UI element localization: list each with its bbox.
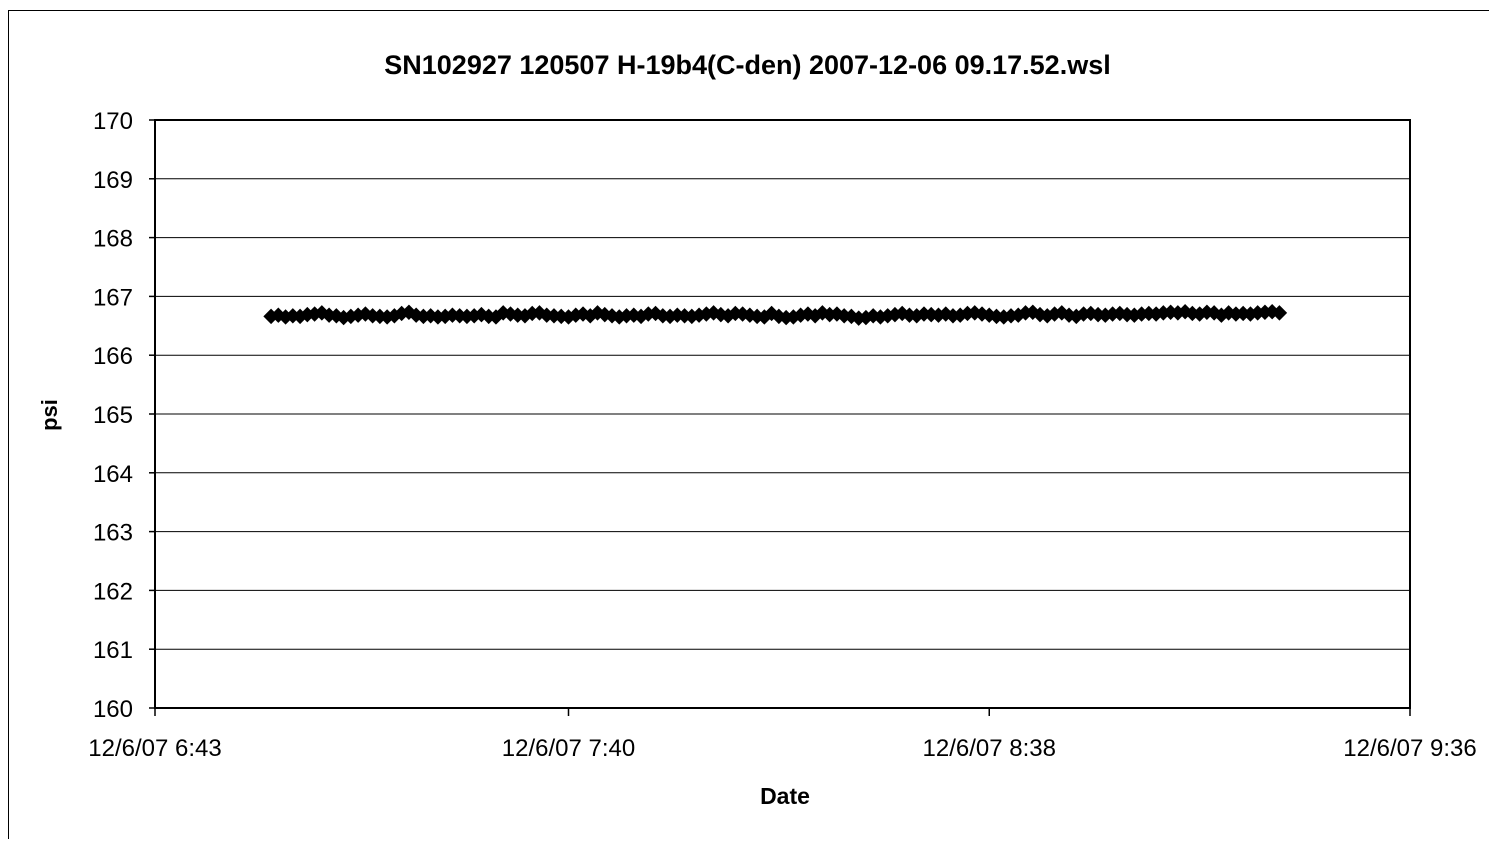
x-tick-label: 12/6/07 6:43 — [88, 735, 221, 762]
y-tick-label: 165 — [93, 402, 133, 429]
data-series — [263, 303, 1288, 326]
y-tick-label: 162 — [93, 578, 133, 605]
y-tick-label: 169 — [93, 167, 133, 194]
x-tick-label: 12/6/07 9:36 — [1343, 735, 1476, 762]
chart-frame — [8, 10, 1489, 839]
y-tick-label: 168 — [93, 226, 133, 253]
y-tick-label: 163 — [93, 520, 133, 547]
chart-title: SN102927 120507 H-19b4(C-den) 2007-12-06… — [384, 50, 1111, 80]
y-tick-label: 167 — [93, 284, 133, 311]
y-tick-label: 161 — [93, 637, 133, 664]
x-tick-label: 12/6/07 7:40 — [502, 735, 635, 762]
data-point — [1271, 305, 1288, 321]
x-tick-label: 12/6/07 8:38 — [923, 735, 1056, 762]
x-axis: 12/6/07 6:43 12/6/07 7:40 12/6/07 8:38 12/6… — [88, 708, 1477, 762]
y-axis: 160 161 162 163 164 165 166 167 168 169 170 — [93, 108, 155, 723]
x-axis-label: Date — [760, 783, 810, 809]
y-tick-label: 164 — [93, 461, 133, 488]
y-tick-label: 170 — [93, 108, 133, 135]
y-tick-label: 166 — [93, 343, 133, 370]
grid-lines — [155, 178, 1410, 650]
y-tick-label: 160 — [93, 696, 133, 723]
